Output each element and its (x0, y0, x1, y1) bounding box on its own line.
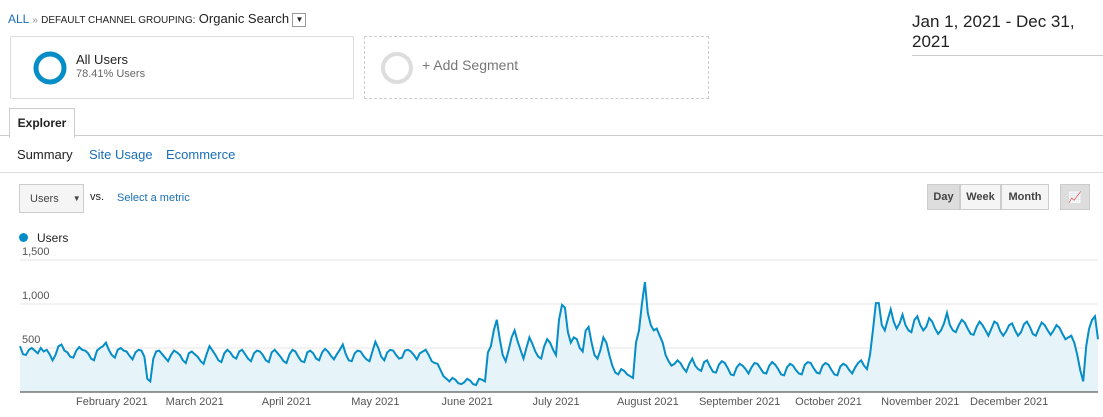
separator: » (32, 15, 38, 26)
line (19, 281, 1099, 387)
add-ring (381, 52, 413, 84)
vs: vs. (90, 191, 105, 203)
period-button[interactable]: Day (927, 184, 960, 210)
add-segment-label: + Add Segment (422, 57, 519, 73)
x-tick-label: February 2021 (76, 396, 148, 408)
select-metric[interactable]: Select a metric (117, 192, 190, 204)
subtab-rule (0, 172, 1103, 173)
x-tick-label: August 2021 (617, 396, 679, 408)
grouping: DEFAULT CHANNEL GROUPING: (41, 15, 196, 26)
x-tick-label: April 2021 (262, 396, 312, 408)
y-tick-label: 1,000 (22, 290, 50, 302)
subtab[interactable]: Summary (17, 147, 73, 162)
caret: ▼ (72, 194, 81, 203)
x-tick-label: June 2021 (441, 396, 492, 408)
channel-dropdown[interactable]: ▼ (292, 12, 307, 27)
period-button[interactable]: Month (1001, 184, 1049, 210)
date-range[interactable]: Jan 1, 2021 - Dec 31, 2021 (912, 12, 1103, 56)
all-link[interactable]: ALL (8, 12, 29, 26)
segment-ring (33, 51, 67, 85)
x-tick-label: March 2021 (166, 396, 224, 408)
add-segment[interactable]: + Add Segment (364, 36, 709, 99)
tab[interactable]: Explorer (9, 108, 75, 138)
x-tick-label: September 2021 (699, 396, 780, 408)
channel: Organic Search (198, 11, 290, 26)
legend-dot (19, 233, 28, 242)
legend-label: Users (37, 231, 69, 245)
segment-detail: 78.41% Users (76, 68, 146, 80)
x-tick-label: July 2021 (532, 396, 579, 408)
metric: Users (30, 192, 59, 205)
breadcrumb: ALL » DEFAULT CHANNEL GROUPING: Organic … (8, 11, 307, 27)
y-tick-label: 1,500 (22, 246, 50, 258)
area (20, 282, 1098, 392)
y-tick-label: 500 (22, 334, 40, 346)
chart-type-button[interactable]: 📈 (1060, 184, 1090, 210)
period-button[interactable]: Week (960, 184, 1001, 210)
metric-dropdown[interactable]: Users ▼ (19, 184, 84, 213)
x-tick-label: May 2021 (351, 396, 399, 408)
x-tick-label: November 2021 (881, 396, 959, 408)
x-tick-label: December 2021 (970, 396, 1048, 408)
segment-card[interactable]: All Users 78.41% Users (10, 36, 354, 99)
x-tick-label: October 2021 (795, 396, 862, 408)
subtab[interactable]: Site Usage (89, 147, 153, 162)
tab-rule (0, 135, 1103, 136)
subtab[interactable]: Ecommerce (166, 147, 236, 162)
segment-name: All Users (76, 52, 129, 67)
